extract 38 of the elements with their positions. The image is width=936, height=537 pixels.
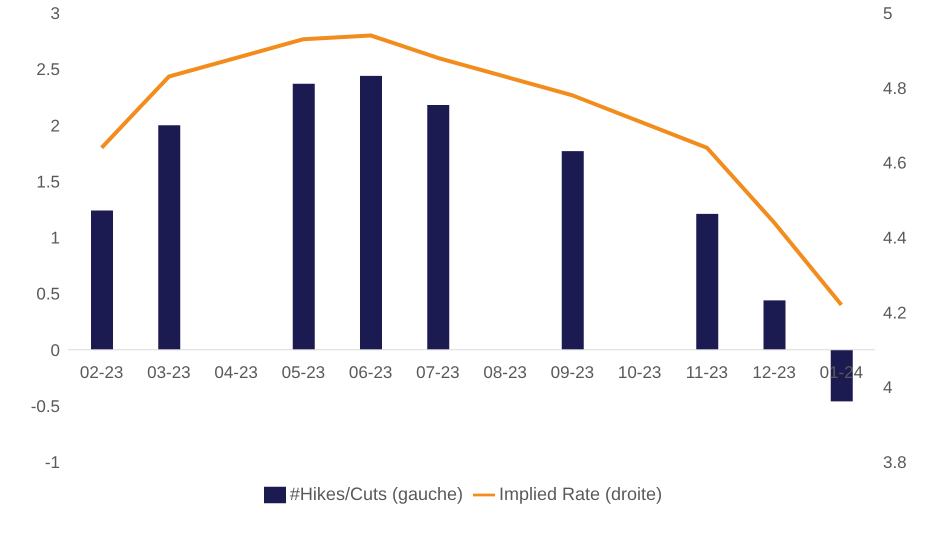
bar — [360, 76, 382, 350]
bar — [158, 125, 180, 350]
bar — [562, 151, 584, 350]
bar — [764, 300, 786, 350]
y2-tick-label: 4.4 — [883, 228, 907, 248]
x-tick-label: 06-23 — [348, 362, 392, 382]
x-tick-label: 02-23 — [80, 362, 124, 382]
y-tick-label: 3 — [50, 4, 60, 24]
y-tick-label: 0.5 — [36, 284, 60, 304]
legend-label: #Hikes/Cuts (gauche) — [290, 484, 463, 504]
bar — [91, 210, 113, 350]
y2-tick-label: 4.6 — [883, 154, 907, 173]
legend-label: Implied Rate (droite) — [499, 484, 662, 504]
y-tick-label: 1.5 — [36, 172, 60, 192]
x-tick-label: 05-23 — [282, 362, 326, 382]
y2-tick-label: 4 — [883, 378, 892, 398]
bar — [292, 84, 315, 350]
y2-tick-label: 4.8 — [883, 78, 907, 98]
y-tick-label: -1 — [44, 453, 60, 472]
x-tick-label: 09-23 — [550, 362, 594, 382]
x-tick-label: 10-23 — [618, 362, 662, 382]
x-tick-label: 08-23 — [483, 362, 527, 382]
x-tick-label: 11-23 — [686, 362, 728, 382]
y-tick-label: 1 — [50, 228, 60, 248]
y-tick-label: 2 — [50, 116, 60, 136]
y2-tick-label: 5 — [883, 4, 892, 24]
x-tick-label: 04-23 — [214, 362, 258, 382]
bar — [427, 105, 450, 350]
x-tick-label: 12-23 — [752, 362, 796, 382]
x-tick-label: 03-23 — [147, 362, 191, 382]
x-tick-label: 07-23 — [416, 362, 460, 382]
y-tick-label: 2.5 — [36, 60, 60, 80]
y-tick-label: 0 — [50, 340, 60, 360]
line-series — [100, 33, 844, 307]
y-tick-label: -0.5 — [30, 396, 60, 416]
y2-tick-label: 3.8 — [883, 453, 907, 472]
bar — [696, 214, 718, 350]
y2-tick-label: 4.2 — [883, 303, 907, 322]
